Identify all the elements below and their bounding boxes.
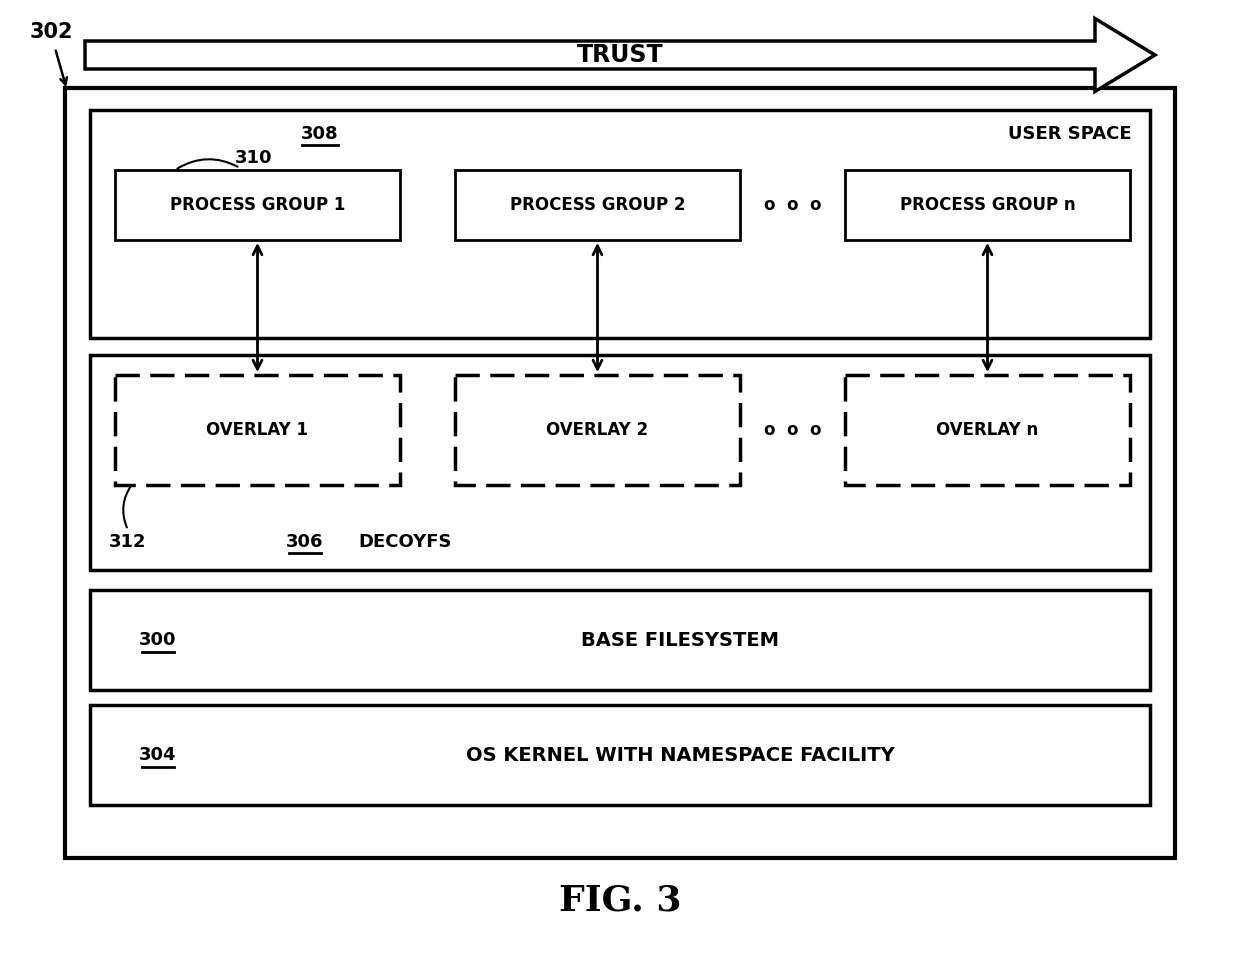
Text: o  o  o: o o o bbox=[764, 421, 821, 439]
Text: 312: 312 bbox=[109, 533, 146, 551]
Text: 300: 300 bbox=[139, 631, 177, 649]
Text: o  o  o: o o o bbox=[764, 196, 821, 214]
Text: DECOYFS: DECOYFS bbox=[358, 533, 451, 551]
Bar bbox=[91, 590, 1149, 690]
Text: OS KERNEL WITH NAMESPACE FACILITY: OS KERNEL WITH NAMESPACE FACILITY bbox=[466, 746, 894, 765]
Bar bbox=[91, 355, 1149, 570]
Text: PROCESS GROUP n: PROCESS GROUP n bbox=[900, 196, 1075, 214]
Text: USER SPACE: USER SPACE bbox=[1008, 125, 1132, 143]
Bar bbox=[844, 375, 1130, 485]
Text: OVERLAY 1: OVERLAY 1 bbox=[207, 421, 309, 439]
Text: TRUST: TRUST bbox=[577, 43, 663, 67]
Bar bbox=[91, 705, 1149, 805]
Text: FIG. 3: FIG. 3 bbox=[559, 883, 681, 917]
Bar bbox=[455, 375, 740, 485]
Text: OVERLAY 2: OVERLAY 2 bbox=[547, 421, 649, 439]
Text: 308: 308 bbox=[301, 125, 339, 143]
Text: 304: 304 bbox=[139, 746, 177, 764]
Bar bbox=[455, 170, 740, 240]
Bar bbox=[115, 170, 401, 240]
Bar bbox=[115, 375, 401, 485]
Text: PROCESS GROUP 1: PROCESS GROUP 1 bbox=[170, 196, 345, 214]
Text: 306: 306 bbox=[286, 533, 324, 551]
Polygon shape bbox=[86, 18, 1154, 92]
Text: 302: 302 bbox=[30, 22, 73, 42]
Text: PROCESS GROUP 2: PROCESS GROUP 2 bbox=[510, 196, 686, 214]
Bar bbox=[91, 110, 1149, 338]
Bar bbox=[844, 170, 1130, 240]
Text: BASE FILESYSTEM: BASE FILESYSTEM bbox=[582, 630, 779, 649]
Bar bbox=[64, 88, 1176, 858]
Text: 310: 310 bbox=[236, 149, 273, 167]
Text: OVERLAY n: OVERLAY n bbox=[936, 421, 1039, 439]
